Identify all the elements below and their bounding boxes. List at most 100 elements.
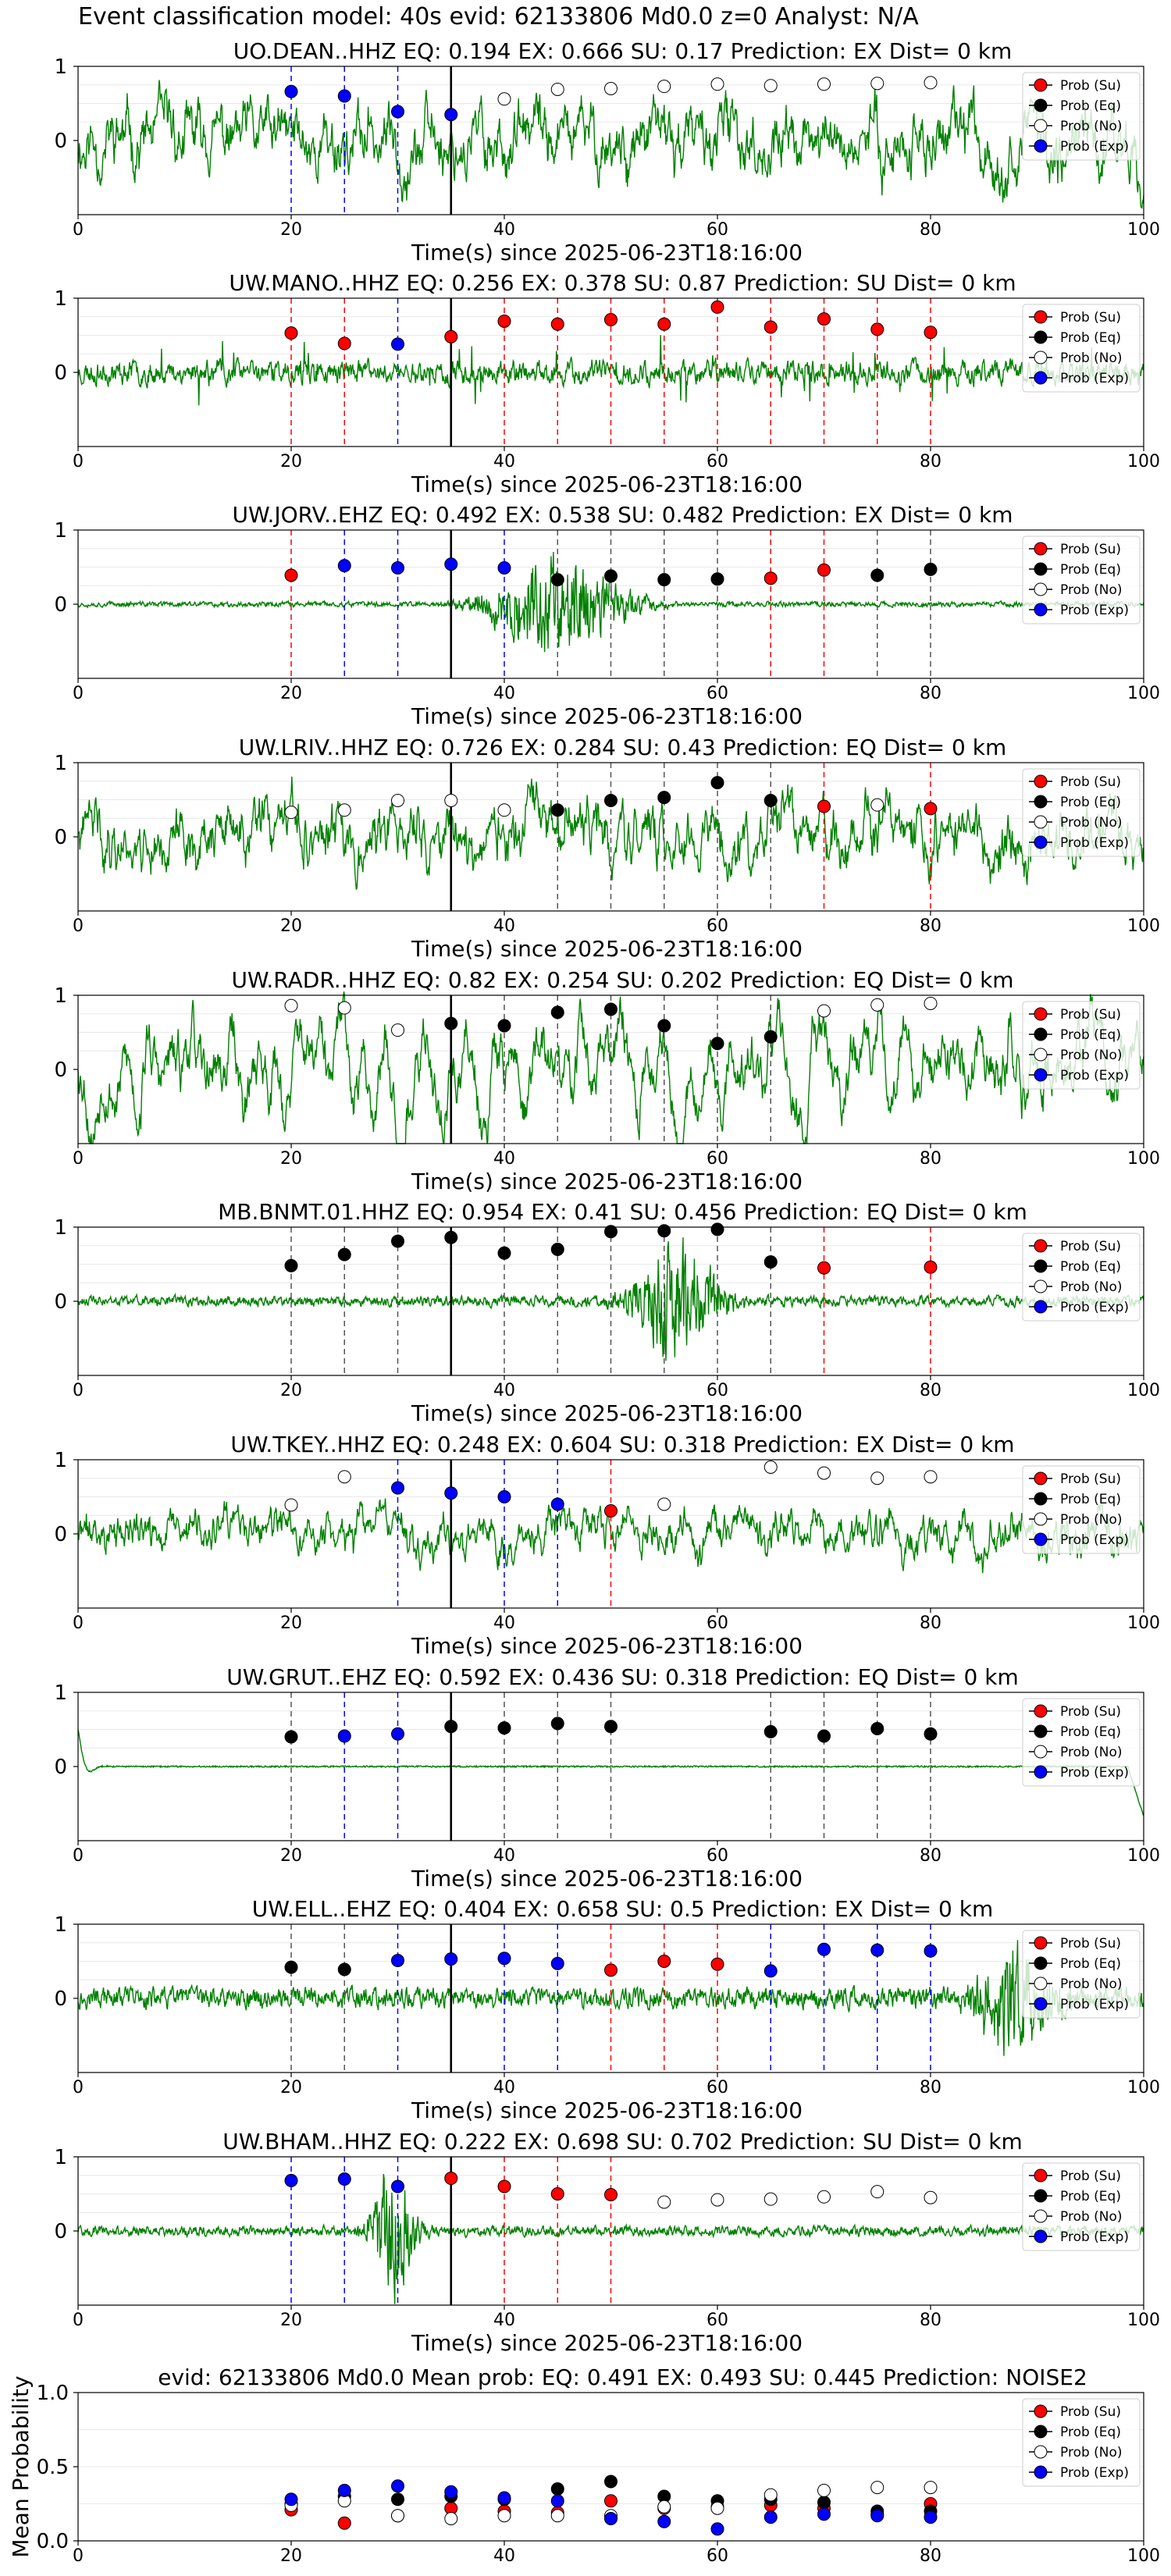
prob-marker-eq xyxy=(817,1729,831,1743)
y-tick-label: 1 xyxy=(54,55,67,79)
x-tick-label: 60 xyxy=(707,452,728,471)
x-axis-label: Time(s) since 2025-06-23T18:16:00 xyxy=(411,1169,803,1194)
legend-marker-exp xyxy=(1034,1300,1048,1314)
legend-marker-no xyxy=(1034,2445,1048,2459)
legend-marker-no xyxy=(1034,350,1048,365)
panel-title: UW.ELL..EHZ EQ: 0.404 EX: 0.658 SU: 0.5 … xyxy=(252,1896,993,1922)
x-tick-label: 80 xyxy=(920,2078,941,2097)
prob-marker-su xyxy=(284,326,298,340)
mean-marker-no xyxy=(763,2488,778,2502)
x-tick-label: 20 xyxy=(280,452,302,471)
legend-marker-eq xyxy=(1034,98,1048,112)
mean-marker-exp xyxy=(550,2494,564,2508)
y-tick-label: 1 xyxy=(54,519,67,543)
y-tick-label: 0 xyxy=(54,361,67,385)
x-axis-label: Time(s) since 2025-06-23T18:16:00 xyxy=(411,471,803,497)
mean-marker-su xyxy=(604,2494,618,2508)
legend-marker-eq xyxy=(1034,2425,1048,2439)
prob-marker-exp xyxy=(444,557,458,571)
prob-marker-eq xyxy=(924,1727,938,1741)
mean-marker-exp xyxy=(497,2491,511,2505)
legend-label-no: Prob (No) xyxy=(1060,582,1123,598)
legend-label-no: Prob (No) xyxy=(1060,1976,1123,1992)
prob-marker-no xyxy=(337,803,351,817)
x-tick-label: 0 xyxy=(73,2311,84,2330)
station-panel-3: UW.LRIV..HHZ EQ: 0.726 EX: 0.284 SU: 0.4… xyxy=(54,735,1160,962)
mean-marker-no xyxy=(391,2509,404,2523)
legend-label-exp: Prob (Exp) xyxy=(1060,603,1129,618)
prob-marker-no xyxy=(391,1023,404,1037)
x-tick-label: 20 xyxy=(280,916,302,936)
prob-marker-su xyxy=(924,326,938,340)
x-tick-label: 100 xyxy=(1127,684,1160,703)
prob-marker-exp xyxy=(497,560,511,575)
x-tick-label: 40 xyxy=(493,684,515,703)
prob-marker-no xyxy=(924,76,938,90)
mean-marker-exp xyxy=(391,2479,404,2493)
mean-marker-no xyxy=(817,2483,831,2497)
station-panel-0: UO.DEAN..HHZ EQ: 0.194 EX: 0.666 SU: 0.1… xyxy=(54,38,1160,265)
legend-marker-no xyxy=(1034,2209,1048,2223)
mean-marker-eq xyxy=(604,2475,618,2489)
prob-marker-no xyxy=(604,82,618,95)
x-tick-label: 60 xyxy=(707,2546,728,2566)
x-tick-label: 0 xyxy=(73,1846,84,1866)
legend-label-su: Prob (Su) xyxy=(1060,78,1121,94)
legend-marker-no xyxy=(1034,1512,1048,1526)
y-tick-label: 1 xyxy=(54,984,67,1008)
x-tick-label: 20 xyxy=(280,220,302,240)
prob-marker-eq xyxy=(444,1016,458,1030)
prob-marker-su xyxy=(604,1963,618,1977)
prob-marker-su xyxy=(604,1504,618,1518)
legend-marker-exp xyxy=(1034,1532,1048,1546)
prob-marker-no xyxy=(817,77,831,91)
x-tick-label: 60 xyxy=(707,1149,728,1169)
legend-label-exp: Prob (Exp) xyxy=(1060,835,1129,851)
legend-label-su: Prob (Su) xyxy=(1060,1471,1121,1487)
prob-marker-eq xyxy=(710,1222,724,1236)
legend-label-su: Prob (Su) xyxy=(1060,542,1121,557)
prob-marker-eq xyxy=(763,1255,778,1269)
prob-marker-exp xyxy=(391,1727,404,1741)
prob-marker-eq xyxy=(284,1960,298,1974)
panel-title: UW.JORV..EHZ EQ: 0.492 EX: 0.538 SU: 0.4… xyxy=(233,502,1013,528)
prob-marker-su xyxy=(550,317,564,331)
y-tick-label: 1 xyxy=(54,1216,67,1240)
prob-marker-eq xyxy=(604,1002,618,1016)
panel-title: UW.BHAM..HHZ EQ: 0.222 EX: 0.698 SU: 0.7… xyxy=(222,2129,1023,2154)
legend-box xyxy=(1022,2398,1141,2487)
prob-marker-eq xyxy=(657,791,671,805)
legend-label-no: Prob (No) xyxy=(1060,119,1123,134)
legend-marker-su xyxy=(1034,2404,1048,2418)
mean-marker-exp xyxy=(604,2512,618,2525)
x-tick-label: 80 xyxy=(920,1381,941,1400)
prob-marker-no xyxy=(817,1004,831,1018)
prob-marker-no xyxy=(870,998,884,1012)
station-panel-5: MB.BNMT.01.HHZ EQ: 0.954 EX: 0.41 SU: 0.… xyxy=(54,1199,1160,1426)
legend-box xyxy=(1022,535,1141,624)
legend-label-no: Prob (No) xyxy=(1060,1048,1123,1063)
legend-box xyxy=(1022,1233,1141,1322)
x-tick-label: 80 xyxy=(920,2546,941,2566)
prob-marker-exp xyxy=(444,1486,458,1500)
legend-marker-su xyxy=(1034,774,1048,788)
y-tick-label: 1 xyxy=(54,287,67,311)
prob-marker-exp xyxy=(391,1481,404,1495)
prob-marker-su xyxy=(924,1260,938,1274)
x-axis-label: Time(s) since 2025-06-23T18:16:00 xyxy=(411,240,803,265)
mean-marker-exp xyxy=(924,2510,938,2524)
x-tick-label: 0 xyxy=(73,2546,84,2566)
prob-marker-eq xyxy=(337,1247,351,1261)
prob-marker-exp xyxy=(391,560,404,575)
prob-marker-exp xyxy=(337,559,351,573)
x-tick-label: 100 xyxy=(1127,916,1160,936)
prob-marker-exp xyxy=(284,84,298,98)
y-tick-label: 1 xyxy=(54,2146,67,2169)
prob-marker-exp xyxy=(284,2173,298,2187)
prob-marker-exp xyxy=(550,1956,564,1970)
y-tick-label: 0 xyxy=(54,1523,67,1546)
panel-title: UO.DEAN..HHZ EQ: 0.194 EX: 0.666 SU: 0.1… xyxy=(233,38,1013,64)
prob-marker-eq xyxy=(870,1722,884,1736)
mean-marker-exp xyxy=(710,2522,724,2536)
y-tick-label: 0 xyxy=(54,130,67,153)
